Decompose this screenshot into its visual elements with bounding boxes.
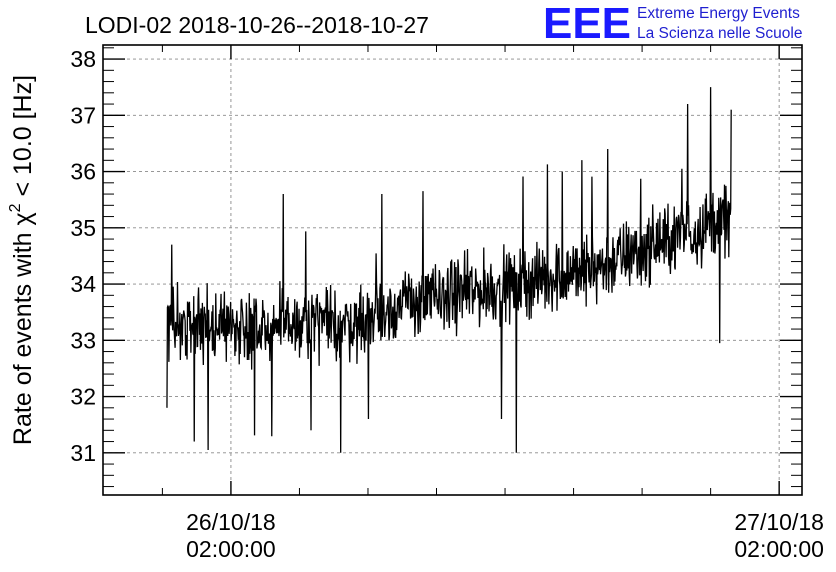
x-tick-label-date: 26/10/18 (186, 509, 276, 535)
x-tick-label-date: 27/10/18 (734, 509, 824, 535)
y-tick-label: 31 (70, 440, 96, 466)
eee-logo: EEE (543, 0, 631, 48)
y-axis-label-superscript: 2 (7, 203, 24, 212)
grid-lines (103, 45, 802, 495)
y-axis-label-rest: < 10.0 [Hz] (9, 75, 37, 204)
y-tick-label: 38 (70, 46, 96, 72)
x-tick-label-time: 02:00:00 (186, 536, 276, 562)
y-axis-label: Rate of events with χ2 < 10.0 [Hz] (7, 75, 37, 445)
chart-title: LODI-02 2018-10-26--2018-10-27 (85, 12, 429, 38)
series-line (166, 87, 732, 453)
y-tick-label: 35 (70, 215, 96, 241)
y-tick-label: 37 (70, 102, 96, 128)
rate-series-path (166, 87, 732, 453)
axis-ticks (103, 45, 802, 495)
y-tick-label: 34 (70, 271, 96, 297)
tick-labels: 313233343536373826/10/1802:00:0027/10/18… (70, 46, 824, 562)
org-name-line2: La Scienza nelle Scuole (637, 25, 802, 42)
y-tick-label: 33 (70, 327, 96, 353)
y-tick-label: 36 (70, 159, 96, 185)
x-tick-label-time: 02:00:00 (734, 536, 824, 562)
org-name-line1: Extreme Energy Events (637, 5, 800, 22)
y-axis-label-main: Rate of events with χ (9, 212, 37, 445)
plot-frame (102, 44, 803, 496)
y-tick-label: 32 (70, 384, 96, 410)
